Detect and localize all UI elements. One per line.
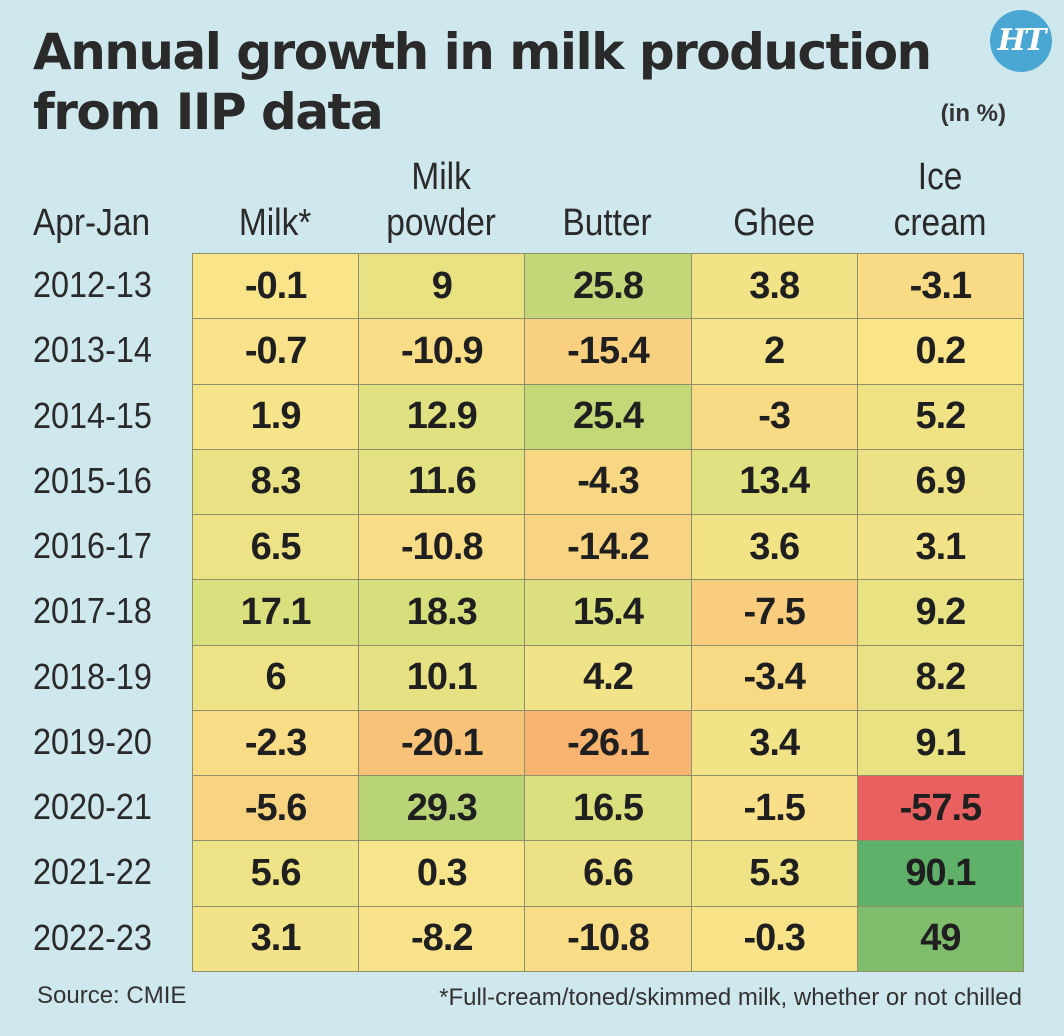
heatmap-cell: 25.4 (525, 384, 692, 450)
heatmap-cell: 18.3 (359, 580, 526, 646)
heatmap-cell: -20.1 (359, 710, 526, 777)
heatmap-cell: 8.3 (193, 449, 360, 516)
heatmap-cell: 0.3 (359, 841, 526, 907)
heatmap-cell: 9 (359, 254, 526, 320)
heatmap-cell: 6 (193, 645, 360, 711)
heatmap-cell: 8.2 (857, 645, 1024, 711)
heatmap-cell: -15.4 (525, 319, 692, 385)
footnote: *Full-cream/toned/skimmed milk, whether … (439, 984, 1022, 1011)
heatmap-cell: 12.9 (359, 384, 526, 450)
heatmap-cell: 9.1 (857, 710, 1024, 777)
heatmap-cell: -14.2 (525, 515, 692, 581)
heatmap-cell: -7.5 (691, 580, 858, 646)
row-label: 2014-15 (33, 394, 152, 436)
heatmap-cell: 49 (857, 906, 1024, 972)
heatmap-cell: -4.3 (525, 449, 692, 516)
heatmap-cell: 2 (691, 319, 858, 385)
heatmap-cell: 3.1 (193, 906, 360, 972)
row-label: 2021-22 (33, 851, 152, 893)
heatmap-cell: -26.1 (525, 710, 692, 777)
heatmap-cell: 6.5 (193, 515, 360, 581)
heatmap-cell: 90.1 (857, 841, 1024, 907)
heatmap-cell: 6.6 (525, 841, 692, 907)
heatmap-cell: 25.8 (525, 254, 692, 320)
row-header: Apr-Jan (33, 202, 151, 244)
heatmap-cell: 5.6 (193, 841, 360, 907)
heatmap-cell: 6.9 (857, 449, 1024, 516)
chart-title: Annual growth in milk production from II… (33, 23, 932, 141)
unit-note: (in %) (940, 100, 1006, 127)
heatmap-cell: 13.4 (691, 449, 858, 516)
heatmap-cell: 10.1 (359, 645, 526, 711)
heatmap-cell: 15.4 (525, 580, 692, 646)
row-label: 2013-14 (33, 329, 152, 371)
heatmap-cell: -57.5 (857, 776, 1024, 842)
heatmap-cell: -2.3 (193, 710, 360, 777)
heatmap-cell: 29.3 (359, 776, 526, 842)
column-header: Milk* (238, 202, 312, 244)
column-header: Butter (562, 202, 653, 244)
column-header: Ghee (732, 202, 815, 244)
heatmap-cell: -3.4 (691, 645, 858, 711)
row-label: 2017-18 (33, 590, 152, 632)
ht-logo: HT (990, 10, 1052, 72)
heatmap-cell: 11.6 (359, 449, 526, 516)
heatmap-cell: -0.7 (193, 319, 360, 385)
heatmap-cell: 9.2 (857, 580, 1024, 646)
row-label: 2018-19 (33, 655, 152, 697)
heatmap-cell: 17.1 (193, 580, 360, 646)
heatmap-grid: -0.1 9 25.8 3.8 -3.1 -0.7 -10.9 -15.4 2 0.2 1.9 12.… (192, 253, 1024, 972)
heatmap-cell: -5.6 (193, 776, 360, 842)
heatmap-cell: -10.9 (359, 319, 526, 385)
heatmap-cell: -0.1 (193, 254, 360, 320)
heatmap-cell: 5.2 (857, 384, 1024, 450)
heatmap-cell: 16.5 (525, 776, 692, 842)
row-label: 2012-13 (33, 264, 152, 305)
heatmap-cell: 1.9 (193, 384, 360, 450)
row-label: 2022-23 (33, 916, 152, 958)
row-label: 2015-16 (33, 459, 152, 501)
heatmap-cell: -0.3 (691, 906, 858, 972)
heatmap-cell: 3.4 (691, 710, 858, 777)
heatmap-cell: 3.1 (857, 515, 1024, 581)
column-header: Ice cream (893, 156, 987, 244)
heatmap-cell: 3.6 (691, 515, 858, 581)
heatmap-cell: -10.8 (359, 515, 526, 581)
heatmap-cell: -8.2 (359, 906, 526, 972)
heatmap-cell: 4.2 (525, 645, 692, 711)
heatmap-cell: -1.5 (691, 776, 858, 842)
row-label: 2016-17 (33, 525, 152, 567)
source-note: Source: CMIE (37, 982, 187, 1009)
heatmap-cell: 0.2 (857, 319, 1024, 385)
heatmap-cell: 3.8 (691, 254, 858, 320)
row-label: 2019-20 (33, 720, 152, 762)
heatmap-cell: -3 (691, 384, 858, 450)
heatmap-cell: -3.1 (857, 254, 1024, 320)
heatmap-cell: 5.3 (691, 841, 858, 907)
row-label: 2020-21 (33, 786, 152, 828)
heatmap-cell: -10.8 (525, 906, 692, 972)
column-header: Milk powder (386, 156, 497, 244)
